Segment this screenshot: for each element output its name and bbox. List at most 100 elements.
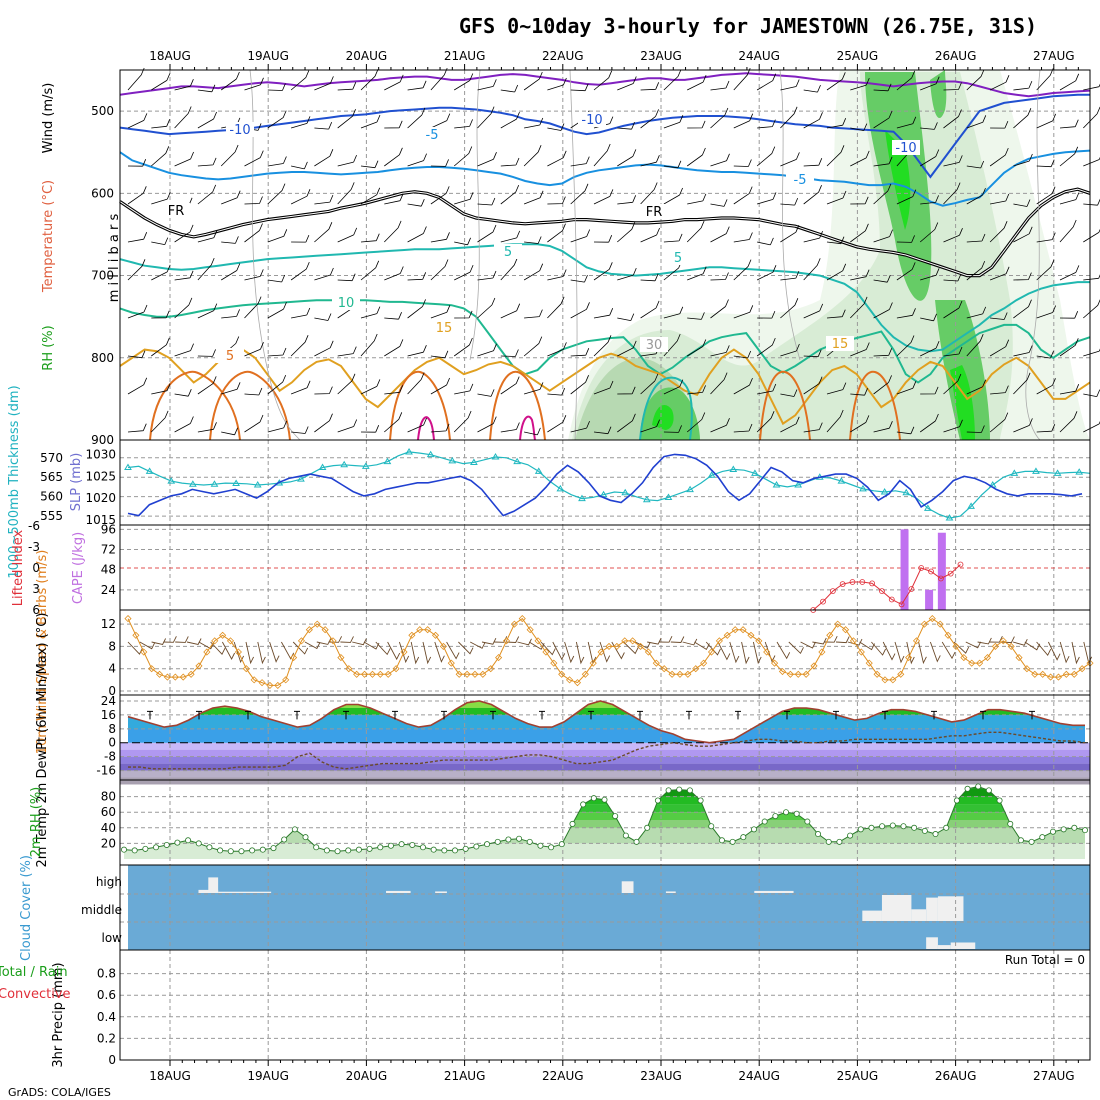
wind-barb bbox=[477, 152, 497, 167]
cloud-bar-high bbox=[208, 877, 219, 893]
wind-barb bbox=[1059, 73, 1080, 91]
cloud-level-label: high bbox=[96, 875, 122, 889]
footer-credit: GrADS: COLA/IGES bbox=[8, 1086, 111, 1099]
minmax-bar bbox=[490, 710, 496, 720]
wind-barb bbox=[780, 79, 800, 91]
contour-label: 5 bbox=[226, 349, 234, 364]
cloud-level-labels: high middle low bbox=[81, 875, 122, 945]
wind-marker bbox=[613, 642, 621, 650]
wind-barb bbox=[826, 382, 847, 395]
temperature-axis-label: 2m Temp 2m DewPt (6hr Min/Max) (°C) bbox=[35, 613, 50, 868]
wind-barb bbox=[407, 226, 427, 243]
cloud-bar-high bbox=[386, 890, 411, 893]
wind-barb bbox=[267, 420, 288, 433]
wind-marker bbox=[715, 637, 723, 645]
top-date-axis: 18AUG 19AUG 20AUG 21AUG 22AUG 23AUG 24AUG 25AUG… bbox=[149, 49, 1074, 63]
wind-barb bbox=[384, 312, 402, 320]
rh-marker bbox=[943, 824, 950, 831]
surface-barb bbox=[647, 637, 662, 645]
minmax-bar bbox=[343, 710, 349, 720]
rh-marker bbox=[1071, 824, 1078, 831]
rh-marker bbox=[622, 832, 629, 839]
thickness-marker bbox=[188, 480, 197, 487]
thickness-marker bbox=[859, 484, 867, 492]
wind-barb bbox=[757, 310, 776, 319]
rh-tick: 20 bbox=[101, 836, 116, 850]
wind-marker bbox=[873, 670, 881, 678]
wind-barb bbox=[337, 346, 357, 357]
minmax-bar bbox=[196, 710, 202, 720]
surface-barb bbox=[505, 636, 520, 643]
wind-ticks: 0 4 8 12 bbox=[101, 617, 116, 698]
rh-marker bbox=[921, 827, 928, 834]
wind-marker bbox=[755, 637, 763, 645]
wind-barb bbox=[920, 195, 939, 205]
surface-barb bbox=[741, 641, 750, 665]
surface-barb bbox=[469, 641, 486, 649]
wind-marker bbox=[258, 679, 266, 687]
rh-marker bbox=[387, 842, 394, 849]
wind-barb bbox=[780, 197, 799, 206]
wind-barb bbox=[570, 156, 590, 167]
wind-barb bbox=[221, 236, 239, 244]
wind-barb bbox=[500, 230, 521, 243]
wind-barb bbox=[896, 381, 917, 395]
wind-barb bbox=[453, 410, 472, 433]
bottom-date-label: 22AUG bbox=[542, 1069, 584, 1083]
li-marker bbox=[898, 601, 905, 608]
wind-barb bbox=[291, 161, 308, 170]
wind-marker bbox=[179, 673, 187, 681]
wind-marker bbox=[384, 670, 392, 678]
rh-marker bbox=[1060, 826, 1067, 833]
rh-marker bbox=[270, 845, 277, 852]
contour-label-bg bbox=[640, 337, 668, 352]
wind-barb bbox=[989, 412, 1009, 433]
wind-barb bbox=[710, 299, 729, 319]
wind-barb bbox=[593, 426, 612, 435]
wind-barb bbox=[873, 229, 893, 243]
surface-barb bbox=[352, 638, 367, 646]
wind-barb bbox=[1036, 259, 1055, 281]
wind-barb bbox=[384, 147, 403, 167]
wind-barb bbox=[314, 76, 334, 91]
wind-marker bbox=[636, 642, 645, 650]
upper-air-legend: RH (%) Temperature (°C) Wind (m/s) bbox=[41, 83, 56, 371]
wind-marker bbox=[424, 626, 432, 634]
wind-barb bbox=[920, 340, 940, 357]
wind-barb bbox=[220, 71, 240, 91]
wind-barb bbox=[803, 185, 822, 205]
wind-barb bbox=[943, 300, 963, 319]
wind-barb bbox=[430, 305, 451, 319]
wind-barb bbox=[850, 269, 870, 281]
pressure-tick: 600 bbox=[91, 186, 114, 200]
rh-marker bbox=[793, 810, 800, 817]
wind-barb bbox=[896, 335, 915, 357]
wind-barb bbox=[966, 160, 985, 169]
wind-barb bbox=[430, 186, 450, 205]
wind-barb bbox=[197, 157, 217, 167]
top-date-label: 26AUG bbox=[935, 49, 977, 63]
rh-marker bbox=[644, 824, 651, 831]
wind-barb bbox=[291, 307, 311, 319]
wind-barb bbox=[1036, 113, 1057, 129]
minmax-bar bbox=[294, 710, 300, 720]
wind-marker bbox=[573, 679, 582, 687]
wind-barb bbox=[687, 312, 705, 320]
wind-marker bbox=[203, 648, 211, 656]
wind-barb bbox=[477, 224, 497, 243]
wind-marker bbox=[1047, 673, 1055, 681]
warm-isotherm bbox=[149, 370, 241, 441]
wind-barb bbox=[966, 115, 987, 129]
contour-label-bg bbox=[332, 295, 360, 310]
cold-band bbox=[120, 763, 1090, 771]
rh-marker bbox=[750, 826, 757, 833]
li-marker bbox=[888, 596, 895, 603]
wind-barb bbox=[454, 192, 474, 205]
contour-labels: -10 -5 -10 -10 -5 FR FR 5 5 10 15 15 5 30 bbox=[162, 112, 920, 364]
wind-barb bbox=[197, 230, 218, 243]
wind-barb bbox=[337, 182, 355, 205]
wind-barb bbox=[943, 109, 962, 129]
wind-barb bbox=[780, 343, 800, 357]
wind-barb bbox=[407, 80, 427, 91]
